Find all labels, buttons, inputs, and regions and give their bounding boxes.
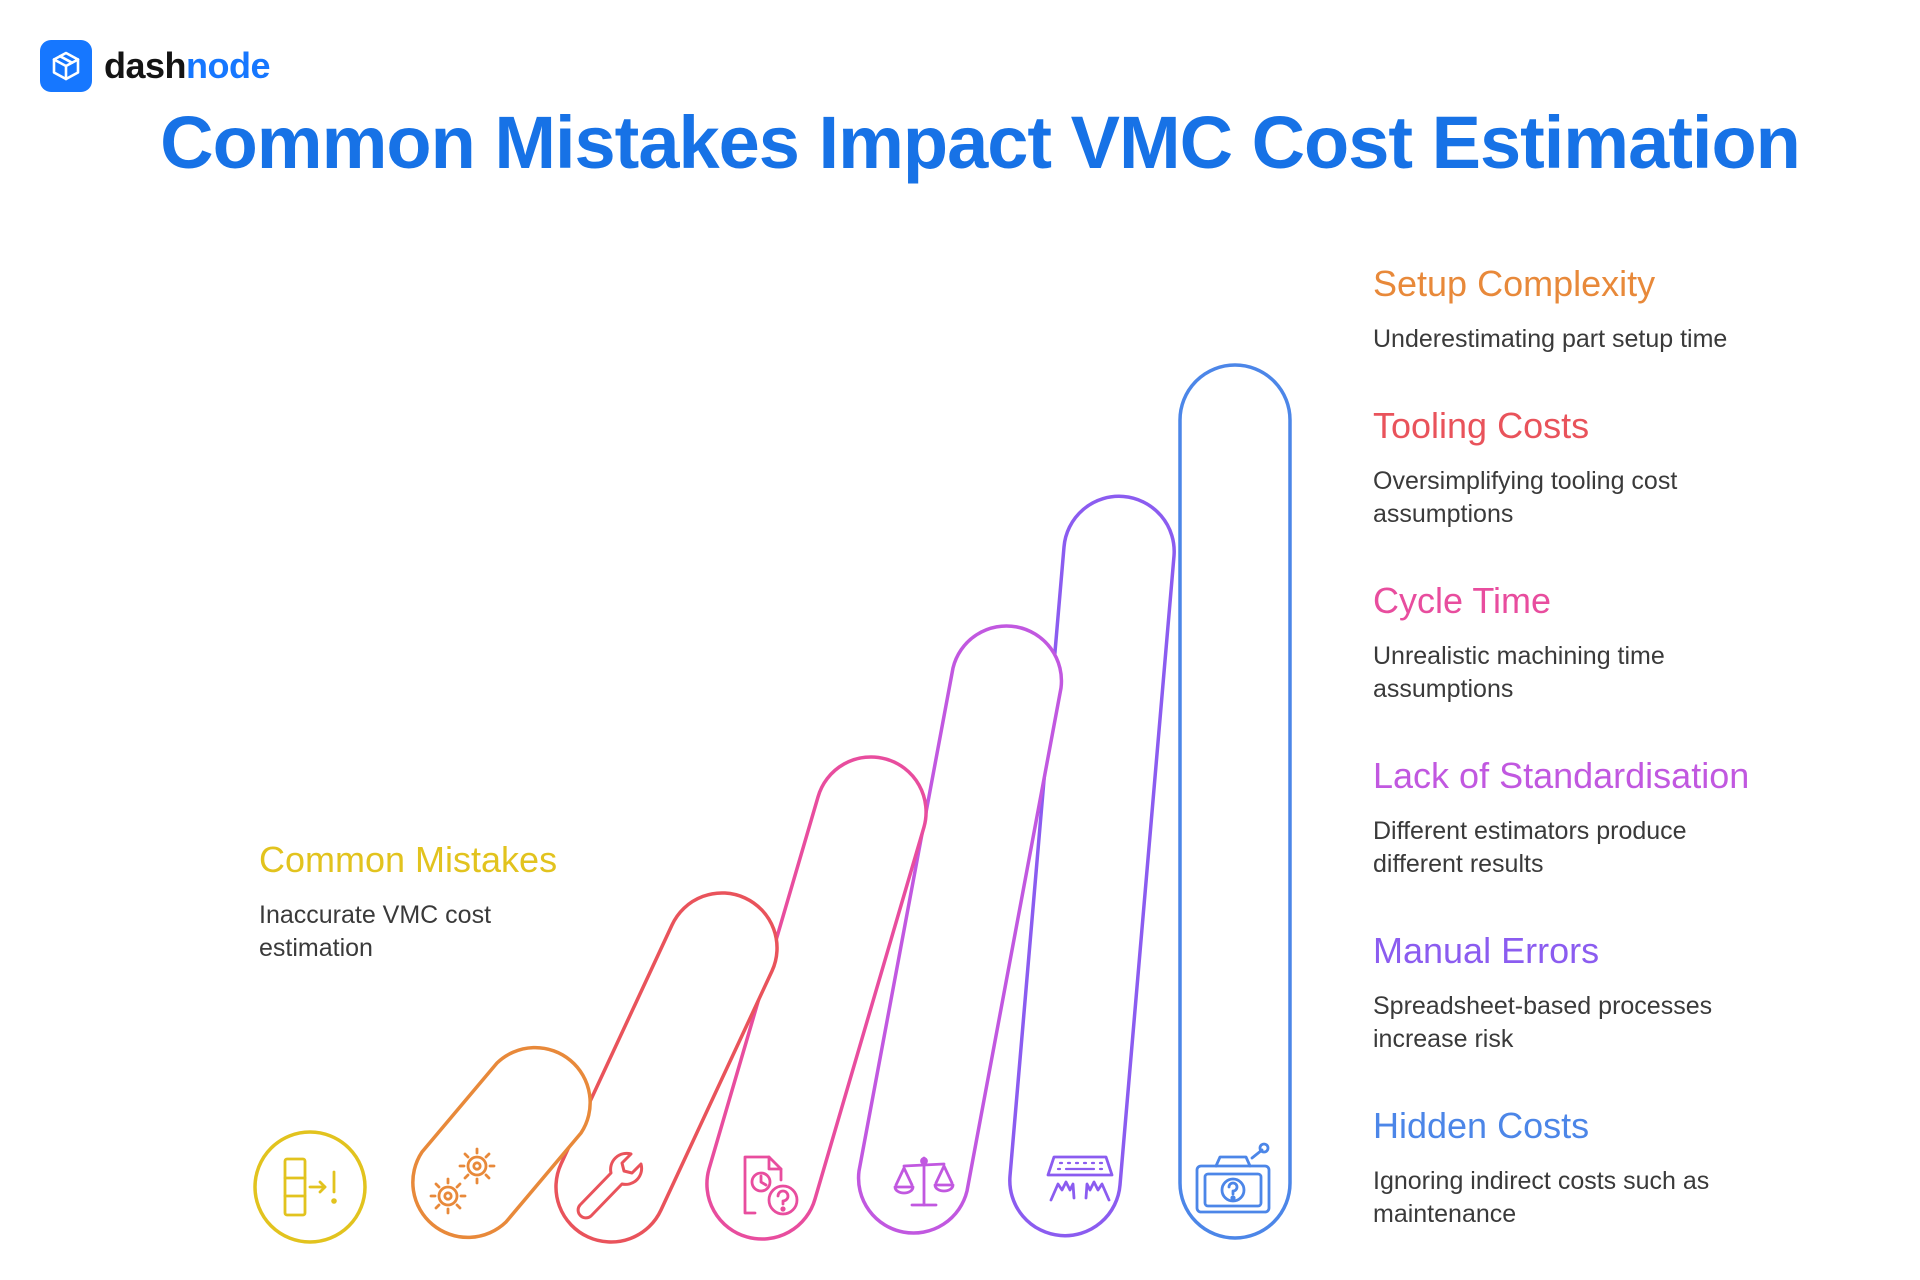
step-description: Ignoring indirect costs such as maintena… xyxy=(1373,1167,1710,1228)
step-title: Lack of Standardisation xyxy=(1373,755,1750,796)
step-description: Underestimating part setup time xyxy=(1373,325,1728,353)
page-title: Common Mistakes Impact VMC Cost Estimati… xyxy=(0,100,1920,185)
step-label-hidden-costs: Hidden Costs Ignoring indirect costs suc… xyxy=(1373,1105,1763,1231)
brand-name: dashnode xyxy=(104,45,271,87)
step-title: Cycle Time xyxy=(1373,580,1552,621)
step-title: Hidden Costs xyxy=(1373,1105,1590,1146)
step-description: Spreadsheet-based processes increase ris… xyxy=(1373,992,1713,1053)
input-alert-icon xyxy=(283,1157,337,1217)
step-label-cycle-time: Cycle Time Unrealistic machining time as… xyxy=(1373,580,1733,706)
step-label-lack-of-standardisation: Lack of Standardisation Different estima… xyxy=(1373,755,1753,881)
brand-logo: dashnode xyxy=(40,40,271,92)
root-label: Common Mistakes Inaccurate VMC cost esti… xyxy=(259,839,559,965)
toolbox-question-icon xyxy=(1195,1142,1271,1214)
brand-name-part2: node xyxy=(186,45,271,86)
step-label-setup-complexity: Setup Complexity Underestimating part se… xyxy=(1373,263,1727,356)
root-title: Common Mistakes xyxy=(259,839,558,880)
step-title: Manual Errors xyxy=(1373,930,1600,971)
step-description: Different estimators produce different r… xyxy=(1373,817,1687,878)
step-label-manual-errors: Manual Errors Spreadsheet-based processe… xyxy=(1373,930,1753,1056)
step-description: Unrealistic machining time assumptions xyxy=(1373,642,1665,703)
step-label-tooling-costs: Tooling Costs Oversimplifying tooling co… xyxy=(1373,405,1733,531)
document-clock-question-icon xyxy=(743,1155,799,1216)
capsule-setup-complexity xyxy=(411,1045,592,1240)
balance-scale-icon xyxy=(893,1156,955,1207)
capsule-cycle-time xyxy=(705,755,928,1241)
root-description: Inaccurate VMC cost estimation xyxy=(259,901,492,962)
keyboard-hands-icon xyxy=(1046,1155,1114,1202)
gears-icon xyxy=(429,1147,496,1215)
capsule-tooling-costs xyxy=(554,891,779,1244)
wrench-icon xyxy=(576,1151,644,1220)
step-title: Setup Complexity xyxy=(1373,263,1656,304)
step-title: Tooling Costs xyxy=(1373,405,1590,446)
page-title-text: Common Mistakes Impact VMC Cost Estimati… xyxy=(160,101,1801,184)
capsule-manual-errors xyxy=(1008,494,1176,1238)
capsule-hidden-costs xyxy=(1178,363,1292,1240)
cube-icon xyxy=(40,40,92,92)
brand-name-part1: dash xyxy=(104,45,187,86)
step-description: Oversimplifying tooling cost assumptions xyxy=(1373,467,1678,528)
capsule-lack-of-standardisation xyxy=(856,624,1064,1235)
